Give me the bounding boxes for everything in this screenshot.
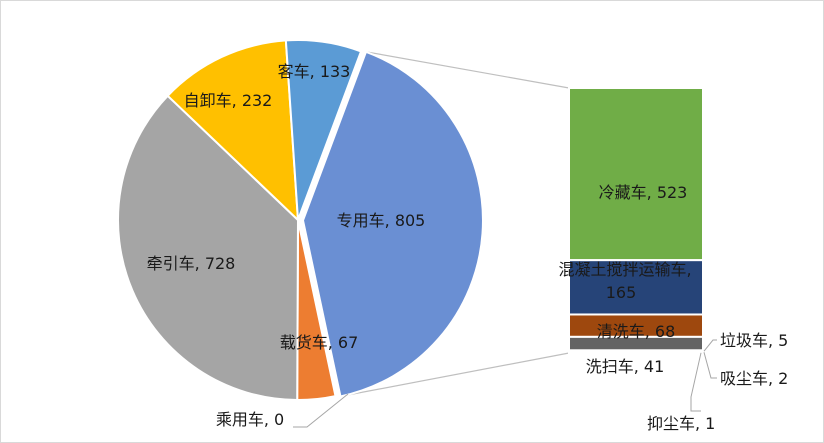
leader-line-vacuum — [703, 352, 717, 379]
bar-label-4: 垃圾车, 5 — [720, 331, 788, 350]
pie-label-5: 客车, 133 — [278, 62, 351, 81]
stacked-bar-group — [568, 87, 704, 355]
leader-lines — [293, 339, 717, 428]
pie-label-1: 载货车, 67 — [280, 333, 359, 352]
pie-slice-3 — [117, 94, 300, 402]
bar-label-0: 冷藏车, 523 — [599, 183, 688, 202]
pie-label-0: 专用车, 805 — [337, 211, 426, 230]
bar-label-5: 吸尘车, 2 — [720, 369, 788, 388]
pie-label-4: 自卸车, 232 — [184, 91, 273, 110]
bar-label-1-line2: 165 — [606, 283, 637, 302]
bar-label-2: 清洗车, 68 — [597, 322, 676, 341]
pie-slice-5 — [284, 39, 363, 221]
pie-slice-4 — [166, 39, 300, 223]
bar-label-6: 抑尘车, 1 — [647, 414, 715, 433]
connector-lines — [340, 51, 570, 397]
pie-label-2: 乘用车, 0 — [216, 410, 284, 429]
pie-slice-0 — [301, 50, 484, 398]
bar-segment-0 — [568, 87, 704, 262]
pie-group — [117, 39, 484, 402]
bar-label-3: 洗扫车, 41 — [586, 357, 665, 376]
connector-top — [365, 51, 570, 89]
pie-label-3: 牵引车, 728 — [147, 254, 236, 273]
leader-line-garbage — [703, 339, 717, 352]
connector-bottom — [340, 352, 570, 397]
data-labels-group: 专用车, 805 载货车, 67 乘用车, 0 牵引车, 728 自卸车, 232 客车,… — [147, 62, 789, 433]
bar-label-1-line1: 混凝土搅拌运输车, — [558, 260, 691, 279]
leader-line-dust — [690, 352, 702, 412]
leader-line-passenger — [293, 393, 349, 428]
